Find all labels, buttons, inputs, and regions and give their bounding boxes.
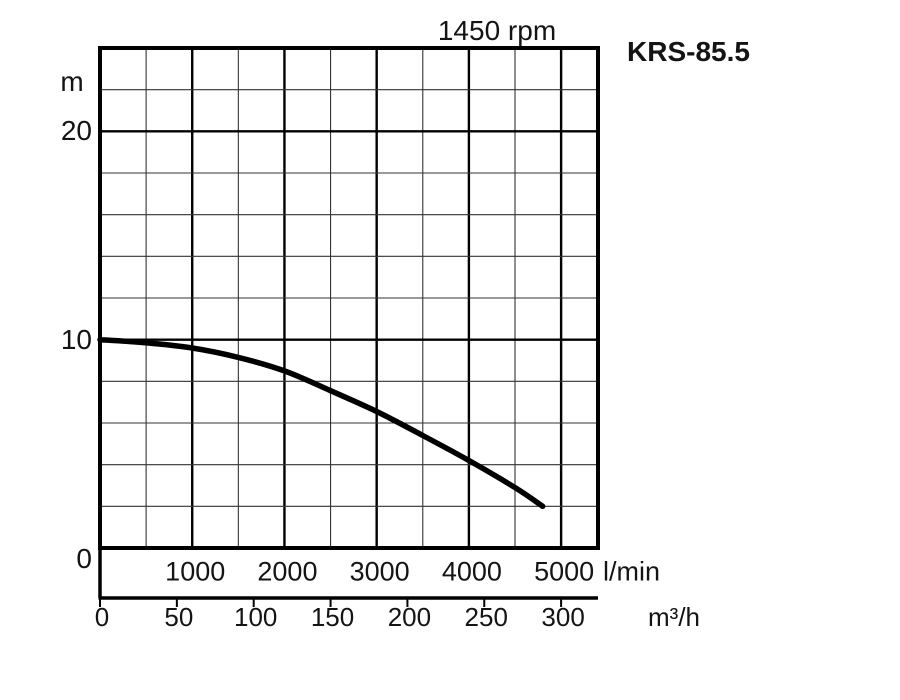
head-curve <box>97 336 546 510</box>
x-tick-label-m3h: 200 <box>387 602 432 632</box>
x-tick-label-lmin: 5000 <box>534 556 595 587</box>
x-tick-label-lmin: 1000 <box>165 556 226 587</box>
plot-border <box>98 46 600 550</box>
y-tick-label: 0 <box>76 543 92 574</box>
x-tick-label-m3h: 100 <box>234 602 278 632</box>
y-axis-unit-label: m <box>60 66 84 97</box>
x-axis-m3h-unit-label: m³/h <box>648 602 700 632</box>
x-tick-label-m3h: 250 <box>464 602 508 632</box>
x-axis-lmin-unit-label: l/min <box>603 556 661 587</box>
y-tick-label: 10 <box>60 323 92 355</box>
chart-model-label: KRS-85.5 <box>627 36 750 67</box>
chart-title-rpm: 1450 rpm <box>437 15 557 46</box>
x-tick-label-m3h: 150 <box>310 602 355 632</box>
x-tick-label-m3h: 300 <box>541 602 585 632</box>
x-tick-label-lmin: 4000 <box>441 556 502 587</box>
x-tick-label-lmin: 3000 <box>349 556 410 587</box>
x-tick-label-m3h: 0 <box>94 602 110 632</box>
x-tick-label-m3h: 50 <box>164 602 194 632</box>
y-tick-label: 20 <box>60 115 92 147</box>
x-tick-label-lmin: 2000 <box>257 556 318 587</box>
